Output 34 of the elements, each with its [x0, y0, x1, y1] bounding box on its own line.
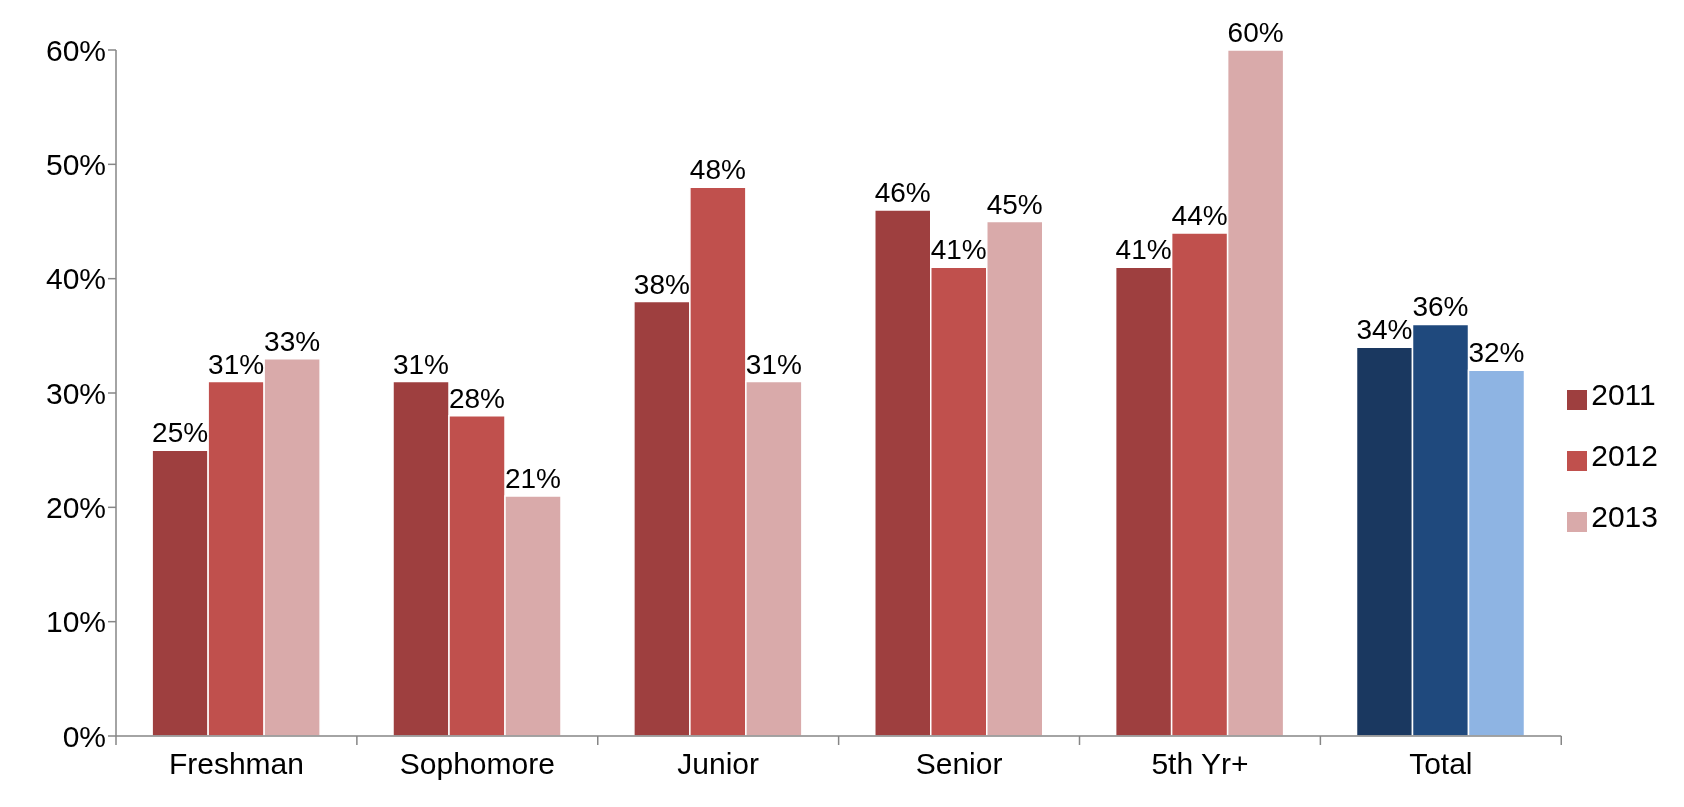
legend-label: 2012 [1591, 438, 1658, 472]
legend-label: 2011 [1591, 377, 1656, 411]
data-label: 60% [1227, 17, 1284, 48]
data-label: 31% [392, 348, 450, 380]
y-tick-label: 10% [45, 605, 106, 639]
y-tick-label: 20% [45, 490, 106, 524]
data-label: 28% [448, 382, 506, 414]
data-label: 46% [874, 177, 931, 209]
x-tick-label: 5th Yr+ [1151, 746, 1249, 780]
y-tick-label: 30% [45, 376, 106, 410]
y-tick-label: 50% [45, 147, 106, 181]
data-label: 34% [1356, 314, 1413, 346]
data-label: 25% [152, 417, 209, 449]
x-tick-label: Total [1409, 746, 1473, 780]
data-label: 38% [633, 268, 690, 300]
data-label: 36% [1412, 291, 1469, 323]
data-label: 33% [264, 325, 321, 357]
y-tick-label: 40% [45, 262, 106, 296]
data-label: 48% [689, 154, 746, 186]
x-tick-label: Senior [915, 746, 1003, 780]
y-tick-label: 60% [45, 33, 106, 67]
data-label: 44% [1171, 199, 1228, 231]
legend-label: 2013 [1591, 499, 1658, 533]
data-label: 31% [208, 348, 265, 380]
data-label: 45% [986, 188, 1043, 220]
x-tick-label: Freshman [168, 746, 304, 780]
data-label: 41% [1115, 234, 1172, 266]
data-label: 32% [1468, 337, 1525, 369]
y-tick-label: 0% [62, 719, 106, 753]
x-tick-label: Sophomore [399, 746, 555, 780]
data-label: 21% [504, 462, 562, 494]
data-label: 31% [745, 348, 802, 380]
x-tick-label: Junior [677, 746, 760, 780]
data-label: 41% [930, 234, 987, 266]
